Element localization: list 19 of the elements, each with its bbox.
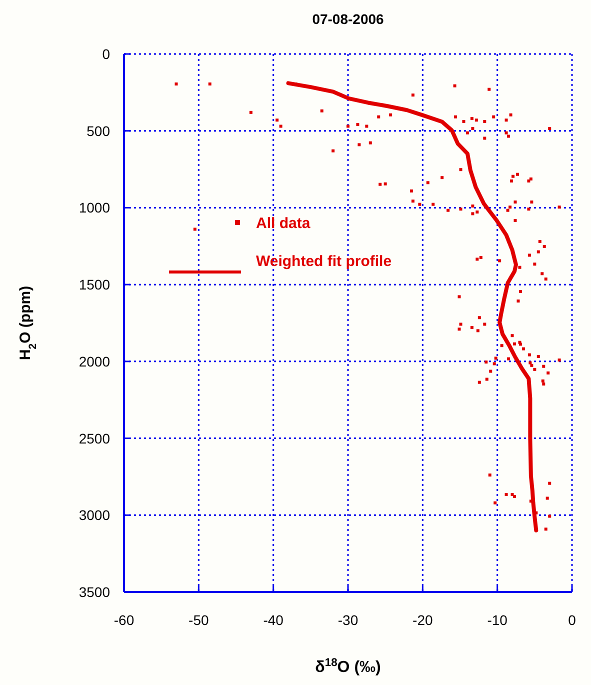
x-tick-label: -50 <box>188 612 209 628</box>
chart-title: 07-08-2006 <box>312 11 384 27</box>
x-tick-label: -10 <box>487 612 508 628</box>
y-tick-label: 1500 <box>78 276 110 293</box>
x-tick-label: -30 <box>338 612 358 628</box>
y-tick-label: 1000 <box>78 200 110 216</box>
y-tick-label: 500 <box>86 122 110 139</box>
y-tick-label: 2000 <box>78 353 110 370</box>
x-tick-label: -40 <box>263 612 284 628</box>
y-tick-label: 3500 <box>78 584 110 600</box>
y-tick-label: 3000 <box>78 507 110 524</box>
x-tick-label: 0 <box>568 612 576 628</box>
y-tick-label: 0 <box>102 46 110 62</box>
x-axis-title: δ$^{18}$O (‰) <box>315 657 381 676</box>
legend-label: All data <box>256 215 311 232</box>
x-tick-label: -20 <box>412 612 433 628</box>
y-tick-label: 2500 <box>78 430 110 446</box>
x-tick-label: -60 <box>114 612 134 628</box>
legend-label: Weighted fit profile <box>256 253 392 270</box>
